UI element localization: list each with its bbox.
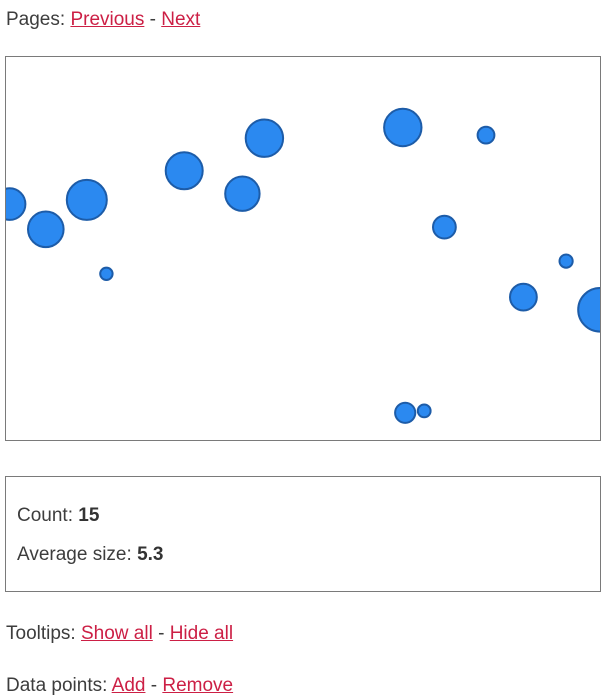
bubble-point-9[interactable]	[432, 214, 457, 240]
bubble-point-2[interactable]	[27, 210, 65, 249]
show-all-tooltips-link[interactable]: Show all	[80, 623, 153, 644]
bubble-point-11[interactable]	[558, 253, 574, 269]
average-size-stat: Average size: 5.3	[17, 544, 163, 566]
bubble-point-14[interactable]	[394, 401, 417, 424]
bubble-point-15[interactable]	[416, 403, 432, 419]
bubble-point-10[interactable]	[476, 125, 496, 145]
pages-separator: -	[149, 9, 156, 30]
pages-label: Pages:	[6, 9, 66, 30]
count-stat: Count: 15	[17, 505, 99, 527]
previous-page-link[interactable]: Previous	[70, 9, 145, 30]
data-points-separator: -	[150, 675, 158, 696]
bubble-point-7[interactable]	[244, 118, 285, 158]
bubble-chart	[5, 56, 601, 441]
add-data-point-link[interactable]: Add	[111, 675, 146, 696]
data-points-controls: Data points: Add - Remove	[6, 675, 233, 697]
bubble-point-5[interactable]	[164, 151, 204, 191]
stats-panel: Count: 15 Average size: 5.3	[5, 476, 601, 592]
average-size-value: 5.3	[137, 544, 164, 565]
remove-data-point-link[interactable]: Remove	[162, 675, 234, 696]
tooltips-label: Tooltips:	[6, 623, 76, 644]
bubble-point-13[interactable]	[577, 287, 600, 333]
tooltips-controls: Tooltips: Show all - Hide all	[6, 623, 233, 645]
bubble-point-1[interactable]	[6, 187, 27, 221]
data-points-label: Data points:	[6, 675, 108, 696]
bubble-point-8[interactable]	[383, 107, 423, 148]
tooltips-separator: -	[158, 623, 165, 644]
hide-all-tooltips-link[interactable]: Hide all	[169, 623, 234, 644]
bubble-point-4[interactable]	[99, 266, 114, 282]
bubble-chart-svg	[6, 107, 600, 424]
bubble-point-6[interactable]	[224, 175, 261, 212]
count-value: 15	[78, 505, 100, 526]
average-size-label: Average size:	[17, 544, 132, 565]
pages-nav: Pages: Previous - Next	[6, 9, 200, 31]
bubble-point-12[interactable]	[509, 282, 538, 312]
next-page-link[interactable]: Next	[161, 9, 201, 30]
count-label: Count:	[17, 505, 73, 526]
bubble-point-3[interactable]	[65, 178, 108, 221]
